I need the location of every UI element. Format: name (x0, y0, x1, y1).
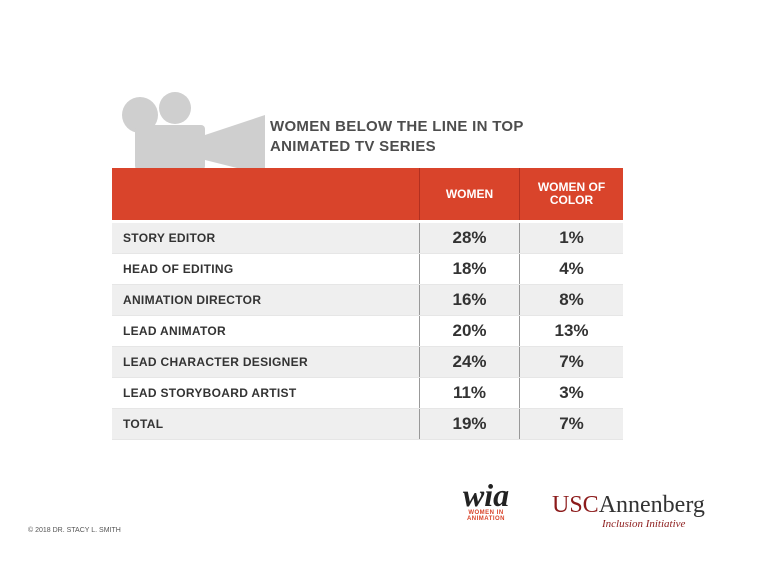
divider (519, 316, 520, 346)
logo-usc: USC (552, 492, 599, 518)
copyright: © 2018 DR. STACY L. SMITH (28, 527, 121, 534)
table-row: STORY EDITOR 28% 1% (112, 223, 623, 254)
table-row: LEAD STORYBOARD ARTIST 11% 3% (112, 378, 623, 409)
cell-value: 24% (452, 352, 487, 371)
row-label: ANIMATION DIRECTOR (123, 293, 262, 307)
title: WOMEN BELOW THE LINE IN TOP ANIMATED TV … (270, 118, 524, 155)
divider (419, 378, 420, 408)
logo-annenberg: Annenberg (598, 492, 705, 518)
usc-logo: USCAnnenberg Inclusion Initiative (552, 492, 722, 530)
cell-value: 7% (559, 352, 584, 371)
row-label: LEAD CHARACTER DESIGNER (123, 355, 308, 369)
cell-value: 3% (559, 383, 584, 402)
logo-mark: wia (462, 477, 510, 513)
table-row: HEAD OF EDITING 18% 4% (112, 254, 623, 285)
cell-value: 7% (559, 414, 584, 433)
divider (419, 168, 420, 220)
table-row: LEAD ANIMATOR 20% 13% (112, 316, 623, 347)
divider (519, 347, 520, 377)
cell-value: 16% (452, 290, 487, 309)
row-label: TOTAL (123, 417, 164, 431)
row-label: LEAD STORYBOARD ARTIST (123, 386, 297, 400)
divider (419, 409, 420, 439)
cell-value: 8% (559, 290, 584, 309)
cell-value: 18% (452, 259, 487, 278)
divider (419, 347, 420, 377)
logo-tagline: Inclusion Initiative (602, 518, 686, 530)
divider (519, 378, 520, 408)
divider (419, 223, 420, 253)
table-row: LEAD CHARACTER DESIGNER 24% 7% (112, 347, 623, 378)
divider (519, 285, 520, 315)
table-header: WOMEN WOMEN OF COLOR (112, 168, 623, 220)
row-label: LEAD ANIMATOR (123, 324, 227, 338)
row-label: STORY EDITOR (123, 231, 216, 245)
table: WOMEN WOMEN OF COLOR STORY EDITOR 28% 1% HE… (112, 168, 623, 440)
wia-logo: wia WOMEN IN ANIMATION (456, 477, 516, 522)
logo-name: USCAnnenberg (552, 492, 722, 518)
divider (419, 285, 420, 315)
cell-value: 13% (554, 321, 589, 340)
table-row: ANIMATION DIRECTOR 16% 8% (112, 285, 623, 316)
divider (519, 409, 520, 439)
table-body: STORY EDITOR 28% 1% HEAD OF EDITING 18% 4% ANI… (112, 223, 623, 440)
cell-value: 20% (452, 321, 487, 340)
cell-value: 28% (452, 228, 487, 247)
cell-value: 19% (452, 414, 487, 433)
table-row: TOTAL 19% 7% (112, 409, 623, 440)
column-header: WOMEN OF COLOR (537, 180, 606, 207)
cell-value: 4% (559, 259, 584, 278)
logo-text: WOMEN IN ANIMATION (466, 510, 506, 522)
divider (519, 254, 520, 284)
cell-value: 11% (452, 383, 487, 402)
cell-value: 1% (559, 228, 584, 247)
row-label: HEAD OF EDITING (123, 262, 234, 276)
column-header: WOMEN (445, 186, 494, 201)
divider (419, 316, 420, 346)
divider (519, 168, 520, 220)
divider (419, 254, 420, 284)
divider (519, 223, 520, 253)
